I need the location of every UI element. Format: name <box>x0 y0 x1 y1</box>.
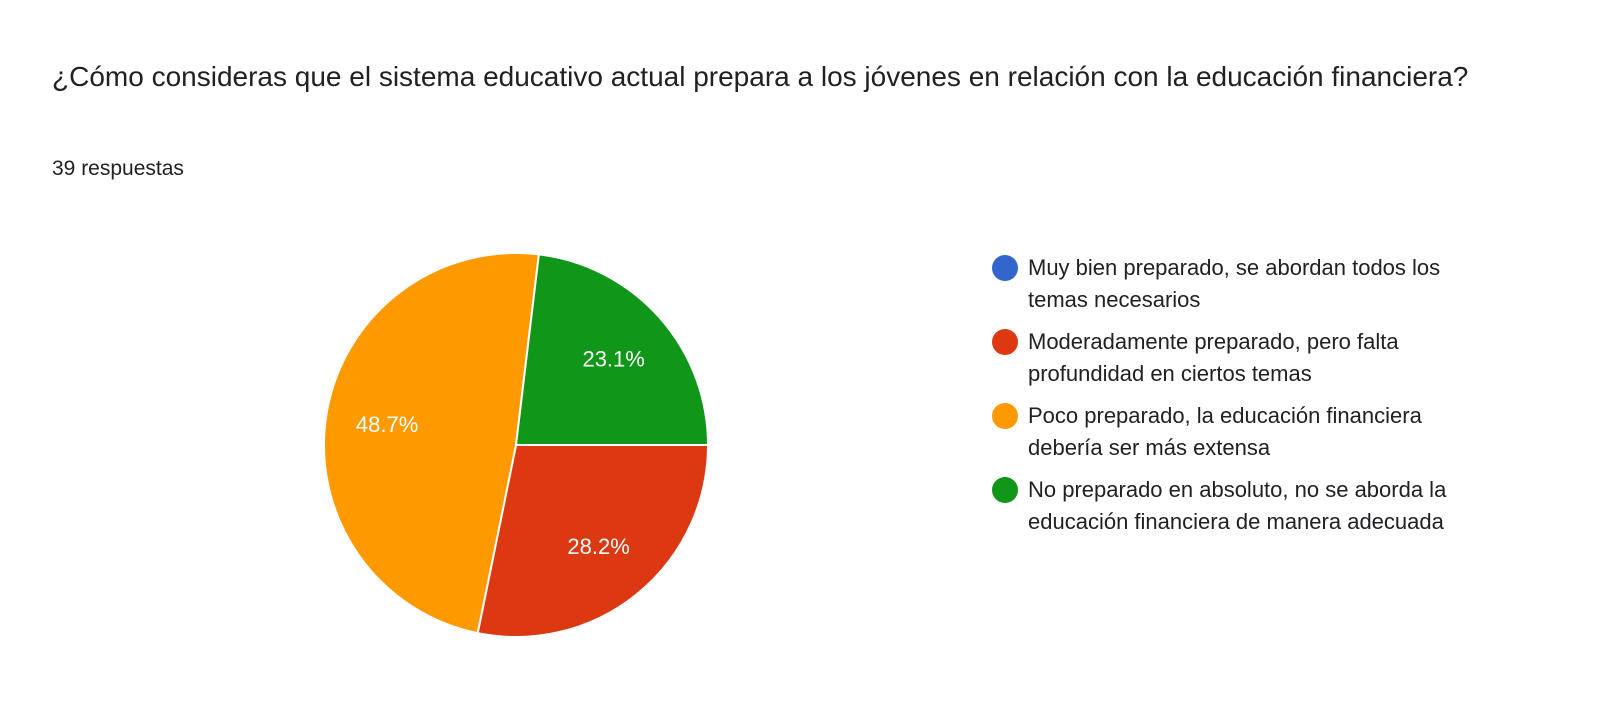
slice-data-label: 48.7% <box>356 412 418 437</box>
legend-item[interactable]: Muy bien preparado, se abordan todos los… <box>992 252 1498 316</box>
pie-slice[interactable] <box>514 253 710 446</box>
legend-item[interactable]: Poco preparado, la educación financiera … <box>992 400 1498 464</box>
chart-title: ¿Cómo consideras que el sistema educativ… <box>52 61 1469 92</box>
legend-label: Poco preparado, la educación financiera … <box>1028 403 1422 460</box>
legend-label: No preparado en absoluto, no se aborda l… <box>1028 477 1447 534</box>
legend-swatch <box>992 255 1018 281</box>
pie-chart: 28.2% 48.7% 23.1% <box>323 252 710 638</box>
pie-slice[interactable] <box>323 252 540 635</box>
legend-swatch <box>992 403 1018 429</box>
legend: Muy bien preparado, se abordan todos los… <box>992 252 1512 548</box>
legend-swatch <box>992 477 1018 503</box>
slice-data-label: 23.1% <box>582 346 644 371</box>
legend-swatch <box>992 329 1018 355</box>
slice-data-label: 28.2% <box>567 534 629 559</box>
legend-label: Muy bien preparado, se abordan todos los… <box>1028 255 1441 312</box>
legend-item[interactable]: Moderadamente preparado, pero falta prof… <box>992 326 1498 390</box>
legend-item[interactable]: No preparado en absoluto, no se aborda l… <box>992 474 1498 538</box>
legend-label: Moderadamente preparado, pero falta prof… <box>1028 329 1399 386</box>
response-count: 39 respuestas <box>52 157 184 180</box>
pie-slice[interactable] <box>476 444 710 638</box>
